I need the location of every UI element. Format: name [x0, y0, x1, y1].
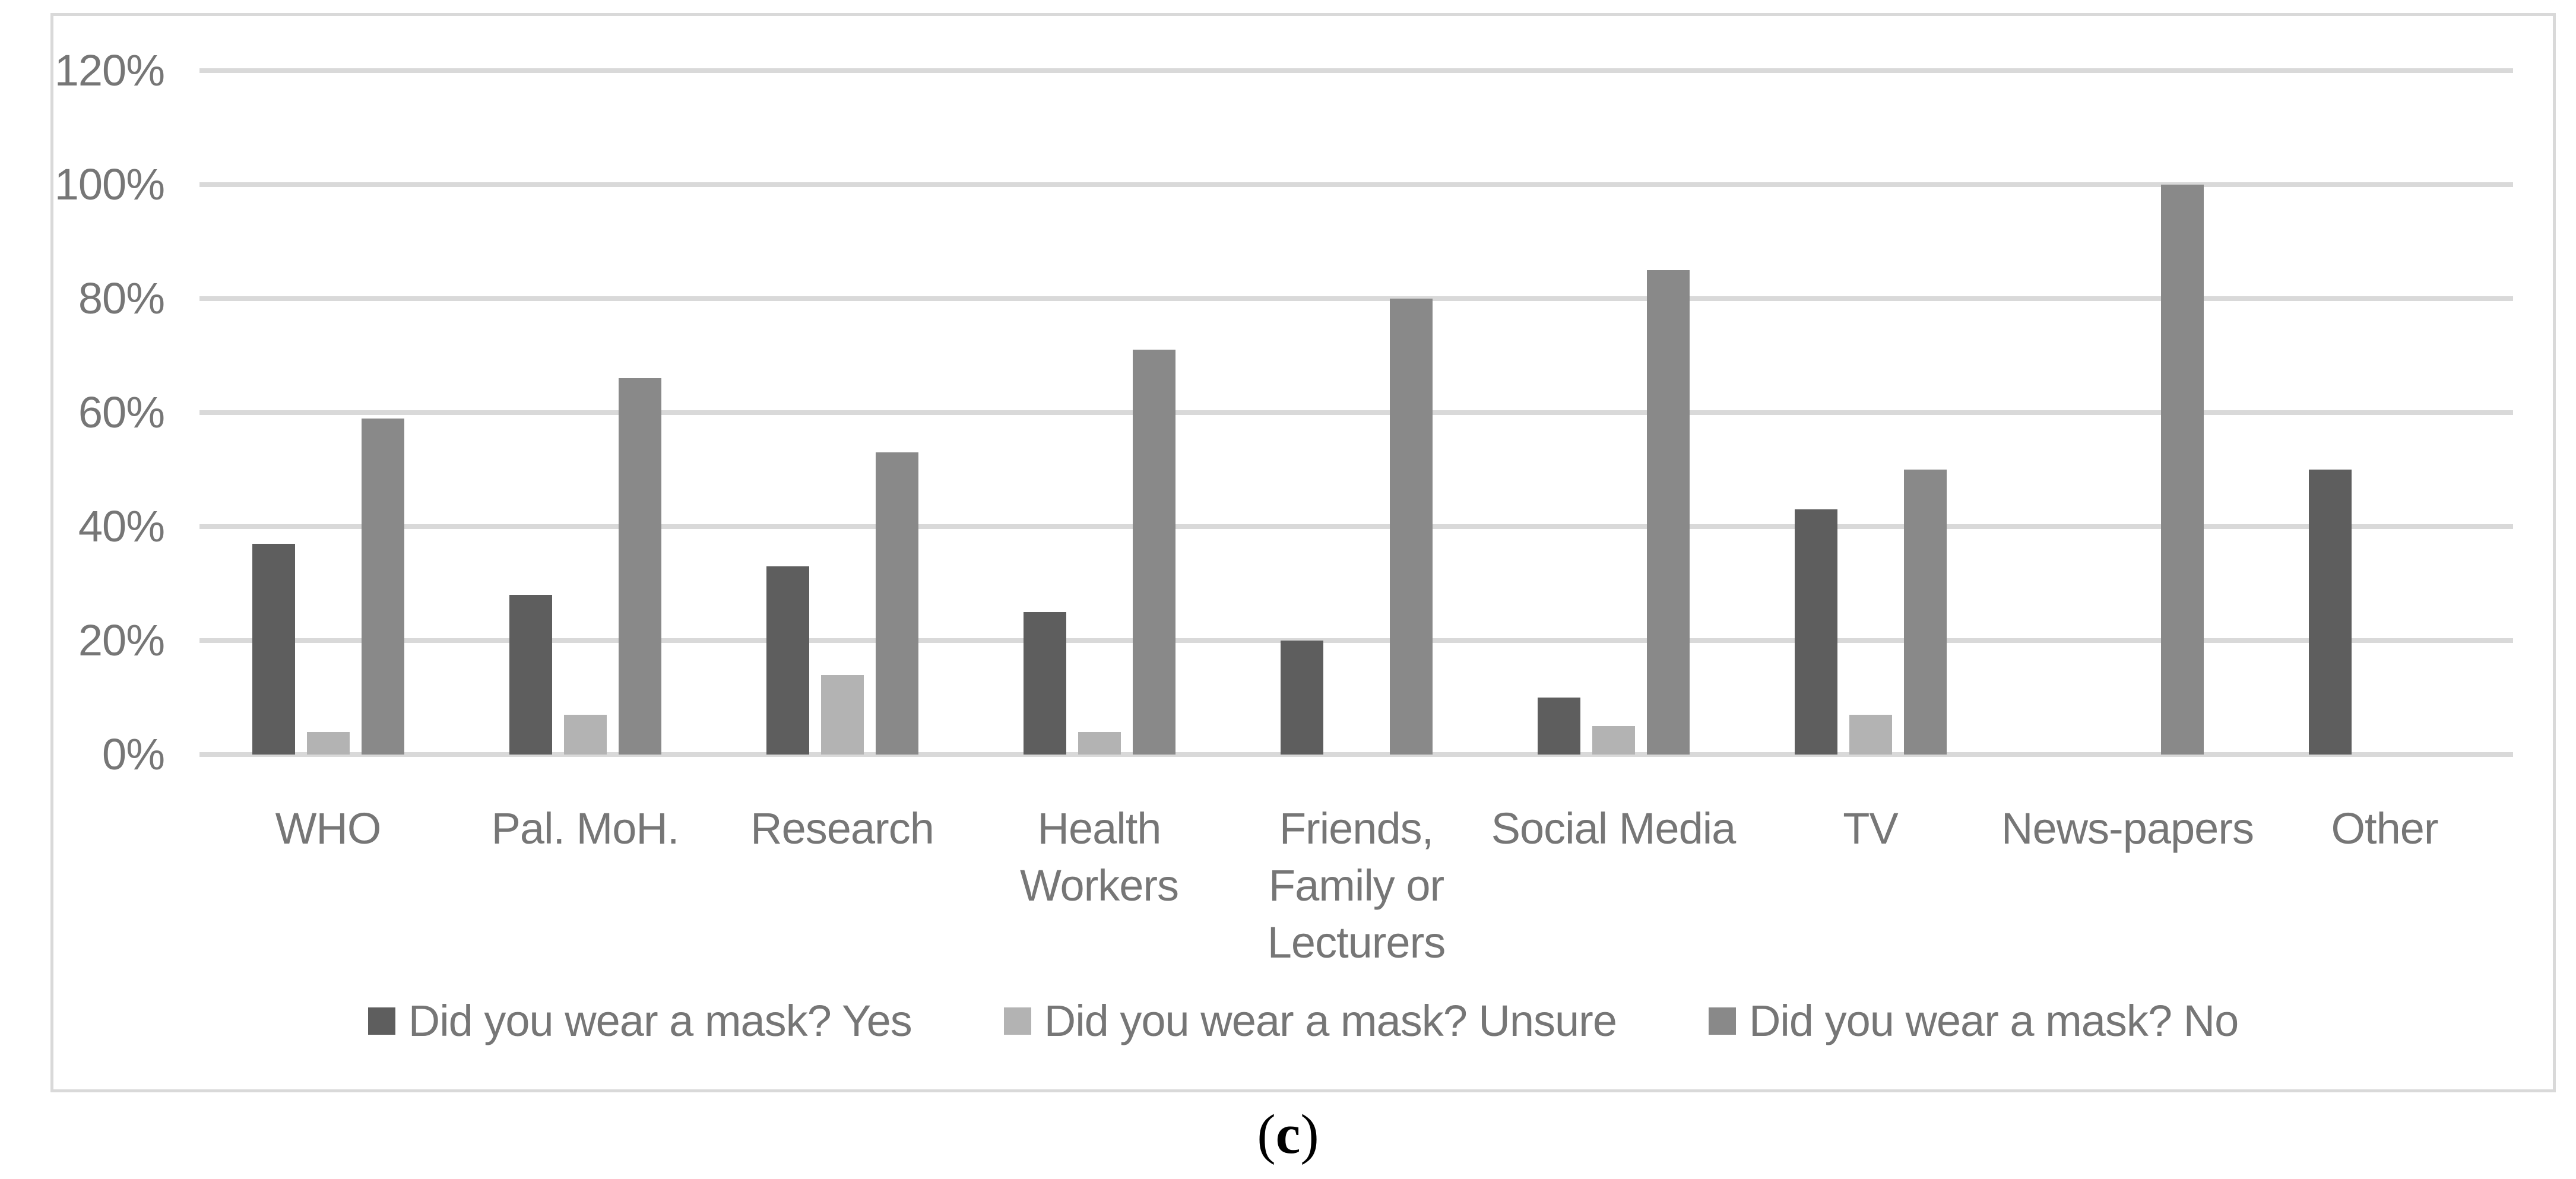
y-tick-label: 0% [102, 730, 165, 779]
gridline [199, 182, 2513, 187]
x-axis-labels: WHO Pal. MoH. Research Health Workers Friend… [199, 800, 2513, 971]
legend-item-label: Did you wear a mask? Unsure [1044, 996, 1617, 1045]
y-tick-label: 80% [78, 274, 165, 323]
chart-border [50, 13, 2556, 1092]
bar-group [971, 71, 1228, 755]
legend-item-label: Did you wear a mask? Yes [408, 996, 912, 1045]
bar-yes [509, 595, 552, 755]
bar-group [1228, 71, 1485, 755]
bar-group [199, 71, 457, 755]
x-axis-label-text: TV [1843, 804, 1899, 853]
legend-item: Did you wear a mask? No [1708, 993, 2239, 1050]
bar-unsure [1592, 726, 1635, 755]
bar-group [1742, 71, 1999, 755]
gridline [199, 752, 2513, 757]
x-axis-label-text: Research [750, 804, 934, 853]
x-axis-label: Health Workers [971, 800, 1228, 971]
caption-letter: c [1275, 1104, 1301, 1165]
gridline [199, 296, 2513, 301]
bar-group [714, 71, 971, 755]
legend: Did you wear a mask? Yes Did you wear a m… [50, 993, 2556, 1050]
gridline [199, 524, 2513, 529]
x-axis-label: TV [1742, 800, 1999, 971]
bar-unsure [306, 732, 350, 755]
legend-item-label: Did you wear a mask? No [1748, 996, 2239, 1045]
bar-yes [1794, 509, 1837, 755]
plot-area [199, 68, 2513, 757]
bar-yes [1537, 698, 1580, 755]
x-axis-label-text: Pal. MoH. [491, 804, 680, 853]
legend-marker-unsure-icon [1003, 1007, 1031, 1035]
y-tick-label: 40% [78, 502, 165, 551]
bar-unsure [1849, 715, 1892, 755]
x-axis-label: News-papers [1999, 800, 2256, 971]
legend-item: Did you wear a mask? Unsure [1003, 993, 1617, 1050]
bar-group [1485, 71, 1742, 755]
bar-unsure [563, 715, 607, 755]
gridline [199, 638, 2513, 643]
bar-unsure [1078, 732, 1121, 755]
legend-marker-yes-icon [367, 1007, 395, 1035]
caption-close-paren: ) [1300, 1104, 1319, 1165]
bar-no [2160, 185, 2204, 755]
bar-group [2256, 71, 2513, 755]
gridline [199, 410, 2513, 415]
y-tick-label: 100% [54, 160, 165, 209]
bar-group [1999, 71, 2256, 755]
x-axis-label-text: News-papers [2001, 804, 2254, 853]
x-axis-label: Friends, Family or Lecturers [1228, 800, 1485, 971]
x-axis-label: Research [714, 800, 971, 971]
bar-no [1389, 299, 1433, 755]
bar-no [875, 452, 918, 755]
bar-yes [1023, 612, 1066, 755]
bar-no [618, 378, 661, 755]
x-axis-label-text: WHO [275, 804, 382, 853]
x-axis-label: Pal. MoH. [457, 800, 714, 971]
bar-yes [766, 566, 809, 755]
bar-group [457, 71, 714, 755]
bar-no [1646, 270, 1690, 755]
legend-item: Did you wear a mask? Yes [367, 993, 912, 1050]
bar-groups [199, 71, 2513, 755]
x-axis-label: Social Media [1485, 800, 1742, 971]
x-axis-label-text: Other [2331, 804, 2438, 853]
y-tick-label: 20% [78, 616, 165, 665]
x-axis-label-text: Health Workers [1019, 804, 1179, 910]
bar-no [361, 419, 404, 755]
bar-yes [1280, 641, 1323, 755]
x-axis-label-text: Friends, Family or Lecturers [1267, 804, 1446, 967]
y-axis-ticks: 120% 100% 80% 60% 40% 20% 0% [0, 0, 165, 1179]
bar-no [1132, 350, 1175, 755]
caption: (c) [0, 1102, 2576, 1167]
x-axis-label: WHO [199, 800, 457, 971]
caption-open-paren: ( [1257, 1104, 1276, 1165]
x-axis-label: Other [2256, 800, 2513, 971]
y-tick-label: 120% [54, 46, 165, 95]
legend-marker-no-icon [1708, 1007, 1736, 1035]
bar-yes [252, 544, 295, 755]
bar-yes [2308, 470, 2352, 755]
bar-unsure [820, 675, 864, 755]
y-tick-label: 60% [78, 388, 165, 437]
gridline [199, 68, 2513, 73]
x-axis-label-text: Social Media [1491, 804, 1737, 853]
bar-no [1903, 470, 1947, 755]
